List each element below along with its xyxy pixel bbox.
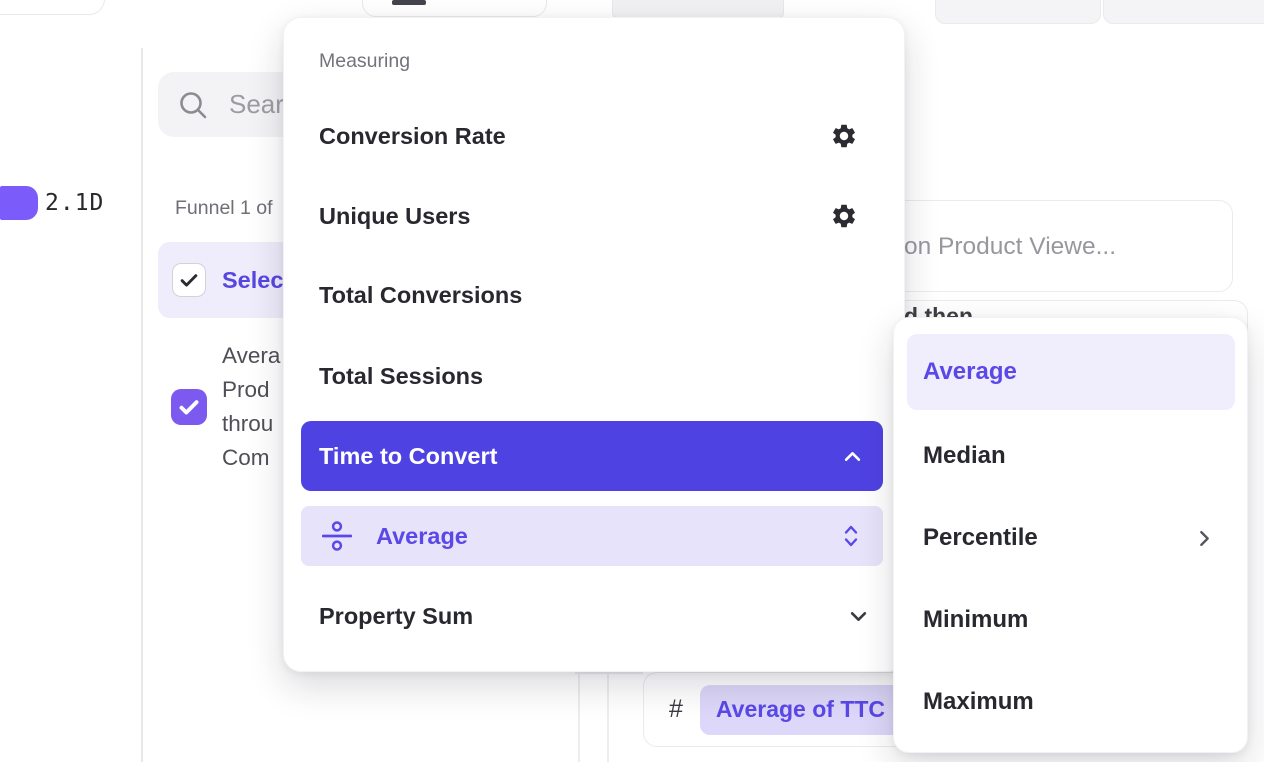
step-checkbox-checked[interactable] xyxy=(171,389,207,425)
agg-item-maximum[interactable]: Maximum xyxy=(923,688,1034,715)
step-description: Avera Prod throu Com xyxy=(222,339,280,475)
agg-item-median[interactable]: Median xyxy=(923,442,1006,469)
menu-item-total-conversions[interactable]: Total Conversions xyxy=(319,281,523,308)
agg-item-average-selected[interactable]: Average xyxy=(907,334,1235,410)
step-description-line: Prod xyxy=(222,377,270,402)
left-rail-divider xyxy=(141,48,143,762)
average-of-ttc-label: Average of TTC xyxy=(715,696,886,722)
step-description-line: Com xyxy=(222,445,270,470)
aggregation-menu: Average Median Percentile Minimum Maximu… xyxy=(893,317,1248,753)
top-toolbar-button[interactable] xyxy=(362,0,547,17)
gear-icon[interactable] xyxy=(830,122,858,150)
funnel-counter-label: Funnel 1 of xyxy=(175,197,273,219)
agg-item-percentile[interactable]: Percentile xyxy=(907,500,1235,576)
menu-item-total-sessions[interactable]: Total Sessions xyxy=(319,362,484,389)
sub-option-average[interactable]: Average xyxy=(301,506,883,566)
numeric-format-label: # xyxy=(669,695,683,723)
step-description-line: throu xyxy=(222,411,274,436)
checkbox-checked[interactable] xyxy=(172,263,206,297)
background-card-corner xyxy=(0,0,105,15)
menu-item-property-sum[interactable]: Property Sum xyxy=(284,578,906,654)
funnel-step-badge-label: 2.1D xyxy=(45,190,105,216)
step-description-line: Avera xyxy=(222,343,281,368)
select-row-label: Selec xyxy=(222,266,284,293)
search-placeholder: Sear xyxy=(229,89,284,119)
search-icon xyxy=(180,91,207,118)
divider xyxy=(607,673,609,762)
chevron-right-icon xyxy=(1200,530,1209,546)
agg-item-minimum[interactable]: Minimum xyxy=(923,606,1029,633)
checkmark-icon xyxy=(180,274,198,287)
toolbar-glyph xyxy=(392,0,426,5)
menu-item-unique-users[interactable]: Unique Users xyxy=(284,178,906,254)
funnel-step-badge xyxy=(0,186,38,220)
gear-icon[interactable] xyxy=(830,202,858,230)
menu-item-conversion-rate[interactable]: Conversion Rate xyxy=(284,98,906,174)
menu-section-title: Measuring xyxy=(319,50,411,72)
divider xyxy=(578,673,580,762)
checkmark-icon xyxy=(179,400,199,415)
measuring-menu: Measuring Conversion Rate Unique Users T… xyxy=(283,17,905,672)
event-field-value: on Product Viewe... xyxy=(904,233,1117,260)
up-down-chevrons-icon xyxy=(844,524,858,548)
divide-icon xyxy=(322,521,352,551)
chevron-up-icon xyxy=(844,451,861,461)
top-segment-right[interactable] xyxy=(1103,0,1264,24)
average-of-ttc-dropdown[interactable]: Average of TTC xyxy=(699,684,927,735)
menu-item-time-to-convert-selected[interactable]: Time to Convert xyxy=(301,421,883,491)
chevron-down-icon xyxy=(850,611,867,621)
divider xyxy=(575,672,643,674)
top-segment-left[interactable] xyxy=(935,0,1101,24)
